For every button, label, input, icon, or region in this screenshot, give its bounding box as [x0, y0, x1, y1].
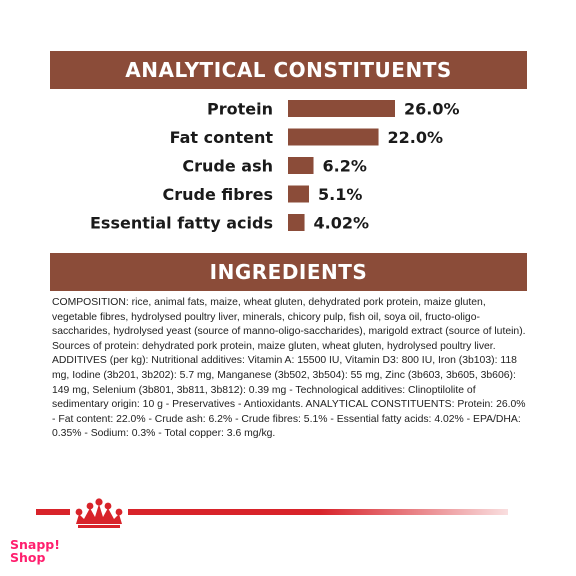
bar [288, 128, 379, 146]
snapp-shop-watermark: Snapp! Shop [10, 538, 60, 564]
value-label: 5.1% [318, 185, 362, 204]
bar [288, 185, 309, 203]
category-label: Protein [207, 100, 273, 119]
watermark-line-1: Snapp! [10, 537, 60, 552]
value-label: 6.2% [323, 157, 367, 176]
analytical-constituents-chart: Protein 26.0% Fat content 22.0% Crude ash 6.2… [90, 100, 460, 233]
category-label: Essential fatty acids [90, 214, 273, 233]
value-label: 26.0% [404, 100, 460, 119]
bar [288, 100, 395, 117]
watermark-line-2: Shop [10, 550, 46, 565]
category-label: Fat content [170, 128, 274, 147]
brand-footer-line [36, 509, 508, 515]
category-label: Crude ash [182, 157, 273, 176]
bar [288, 214, 305, 231]
ingredients-banner: INGREDIENTS [50, 253, 527, 291]
category-label: Crude fibres [163, 185, 273, 204]
bar [288, 157, 314, 174]
value-label: 22.0% [388, 128, 444, 147]
value-label: 4.02% [314, 214, 370, 233]
analytical-constituents-banner: ANALYTICAL CONSTITUENTS [50, 51, 527, 89]
royal-canin-crown-icon [70, 494, 128, 530]
composition-text: COMPOSITION: rice, animal fats, maize, w… [52, 297, 526, 440]
